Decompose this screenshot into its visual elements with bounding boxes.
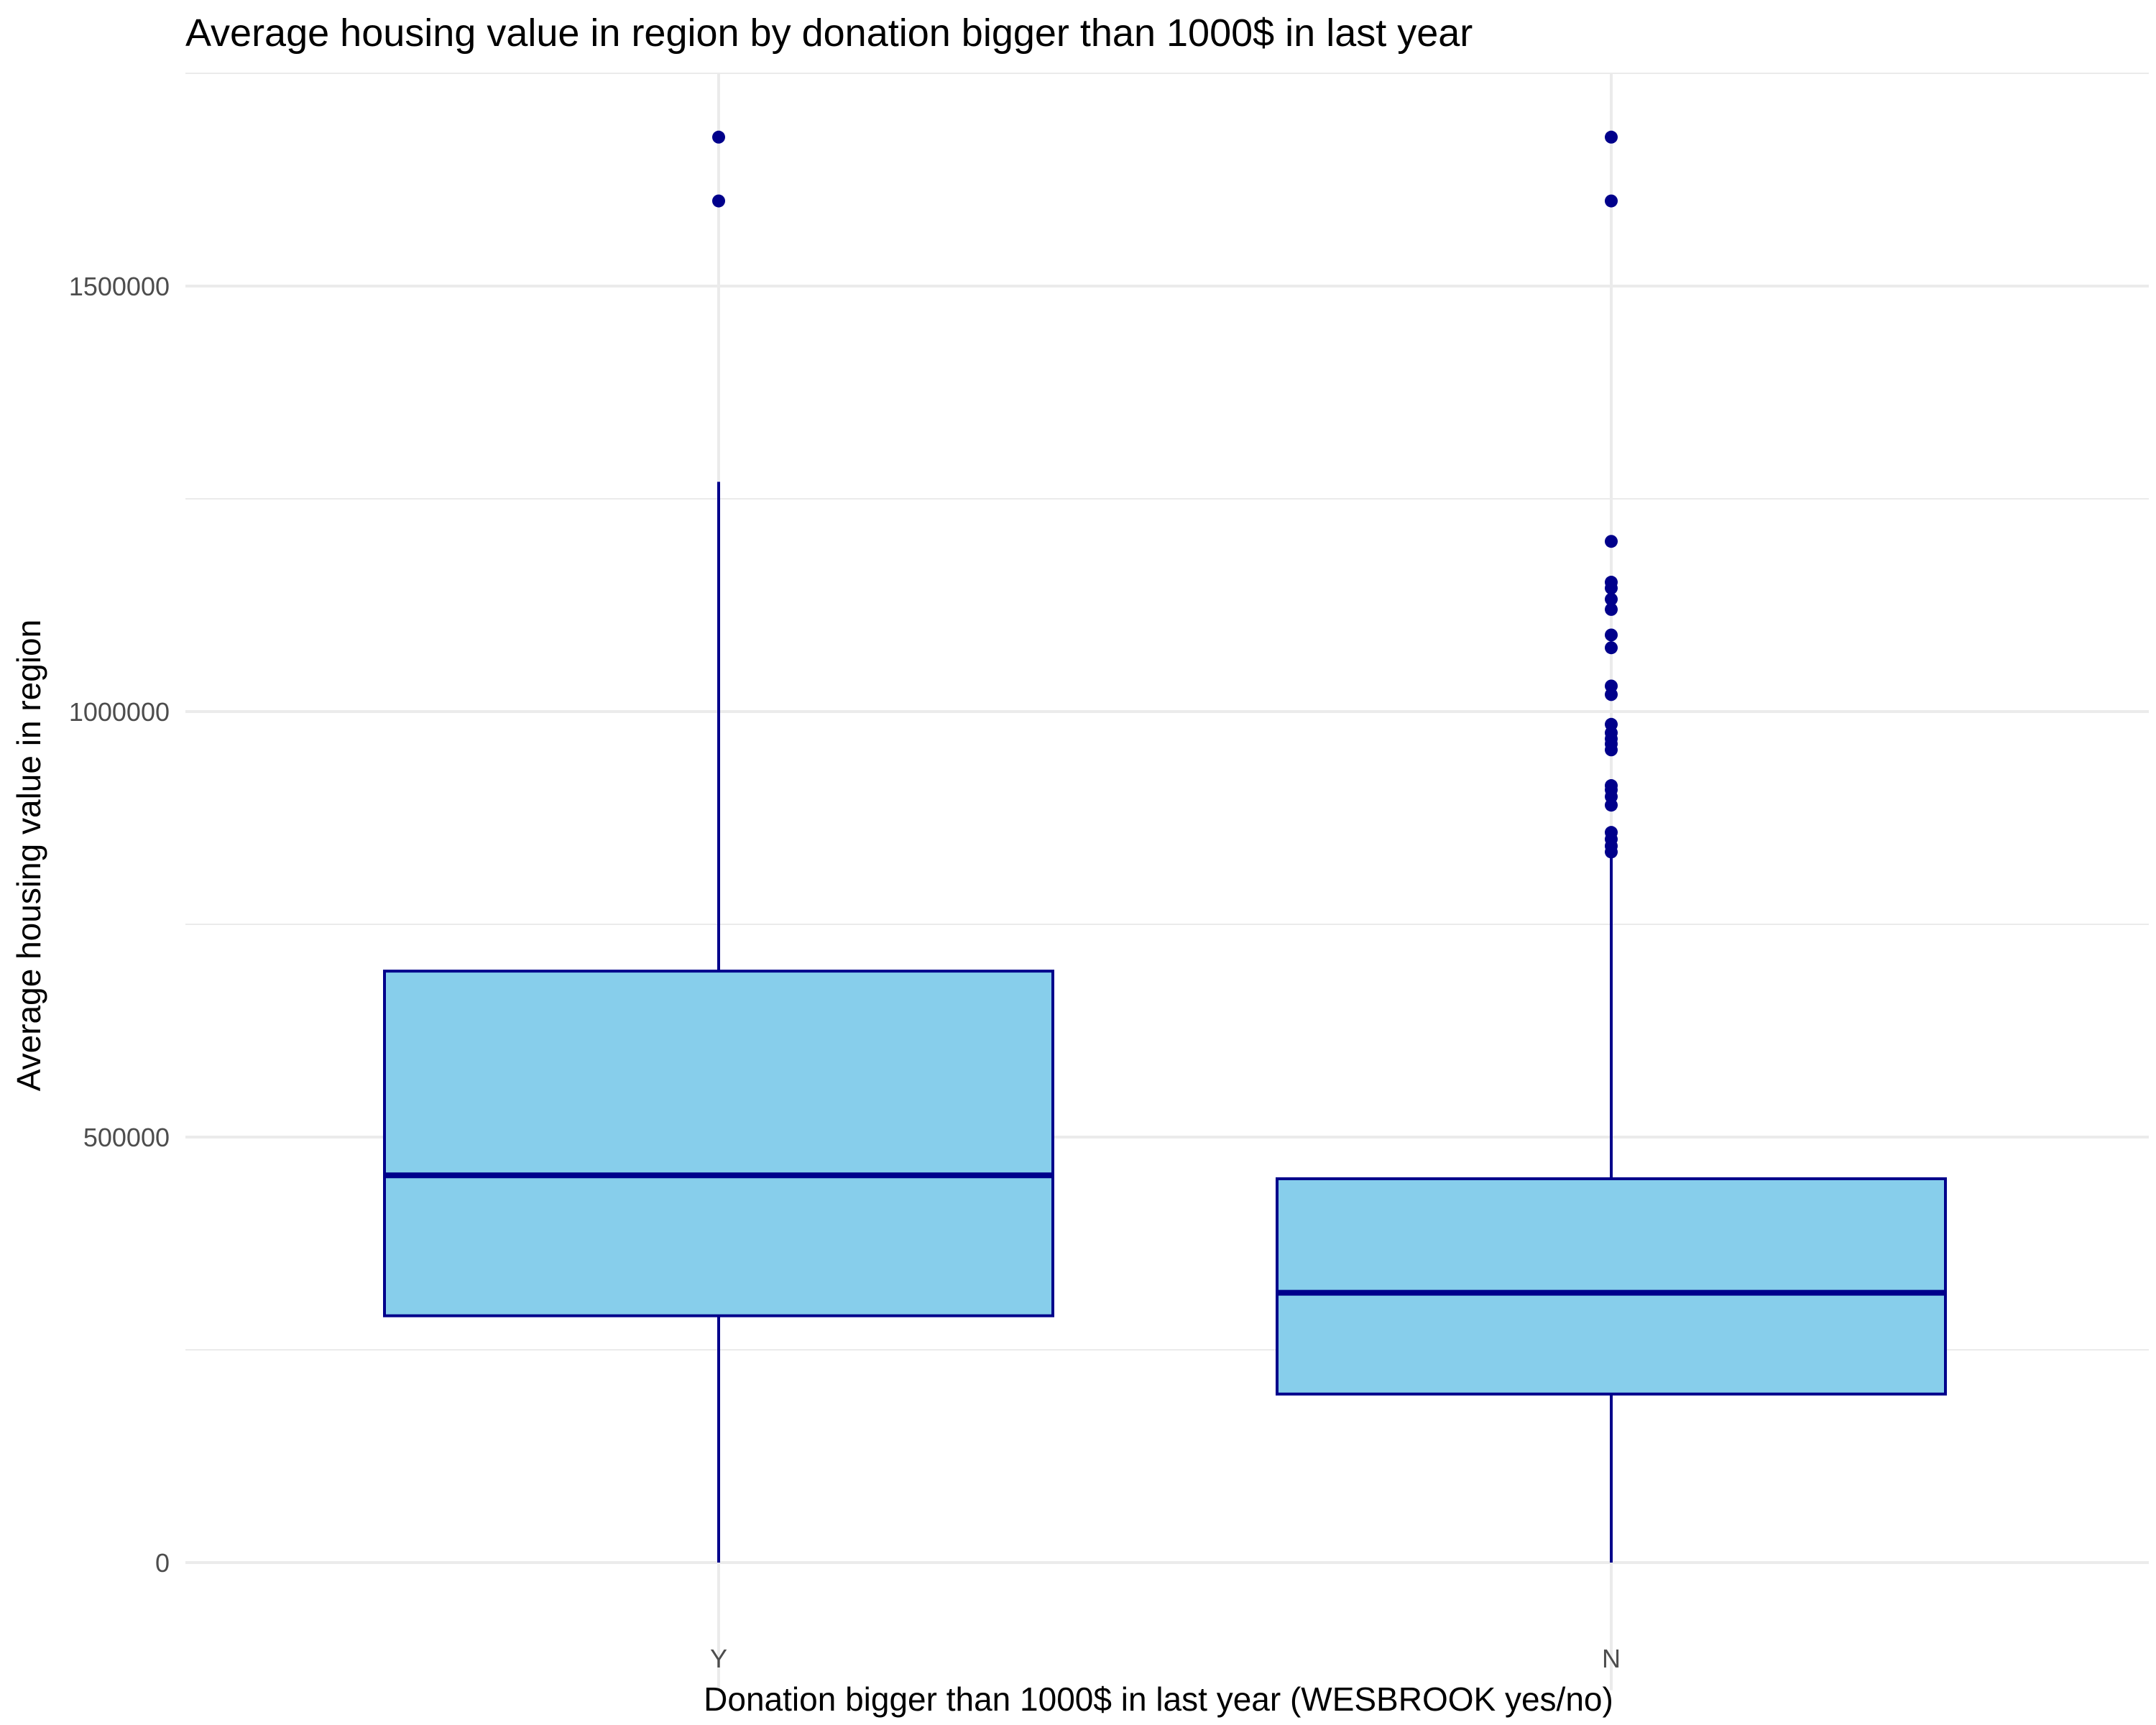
outlier-point xyxy=(1605,130,1618,144)
y-tick-label: 0 xyxy=(155,1548,170,1578)
outlier-point xyxy=(1605,779,1618,793)
iqr-box xyxy=(1276,1177,1947,1396)
outlier-point xyxy=(1605,826,1618,840)
outlier-point xyxy=(1605,679,1618,693)
y-tick-label: 500000 xyxy=(83,1123,170,1152)
y-axis-title: Average housing value in region xyxy=(10,620,47,1091)
outlier-point xyxy=(1605,628,1618,642)
outlier-point xyxy=(1605,602,1618,616)
x-axis-title: Donation bigger than 1000$ in last year … xyxy=(704,1680,1613,1718)
x-tick-label: N xyxy=(1602,1644,1621,1673)
outlier-point xyxy=(1605,641,1618,655)
chart-title: Average housing value in region by donat… xyxy=(185,12,1473,55)
outlier-point xyxy=(1605,717,1618,731)
grid-lines xyxy=(185,73,2149,1690)
outlier-point xyxy=(1605,194,1618,208)
x-tick-label: Y xyxy=(710,1644,727,1673)
box-series xyxy=(383,130,1947,1563)
outlier-point xyxy=(1605,535,1618,548)
box-N xyxy=(1276,130,1947,1563)
iqr-box xyxy=(383,970,1054,1317)
y-tick-label: 1000000 xyxy=(69,697,170,727)
box-Y xyxy=(383,130,1054,1563)
y-axis-ticks: 0 500000 1000000 1500000 xyxy=(69,272,170,1578)
y-tick-label: 1500000 xyxy=(69,272,170,301)
outlier-point xyxy=(712,130,725,144)
outlier-point xyxy=(1605,576,1618,589)
outlier-point xyxy=(1605,592,1618,606)
outlier-point xyxy=(712,194,725,208)
